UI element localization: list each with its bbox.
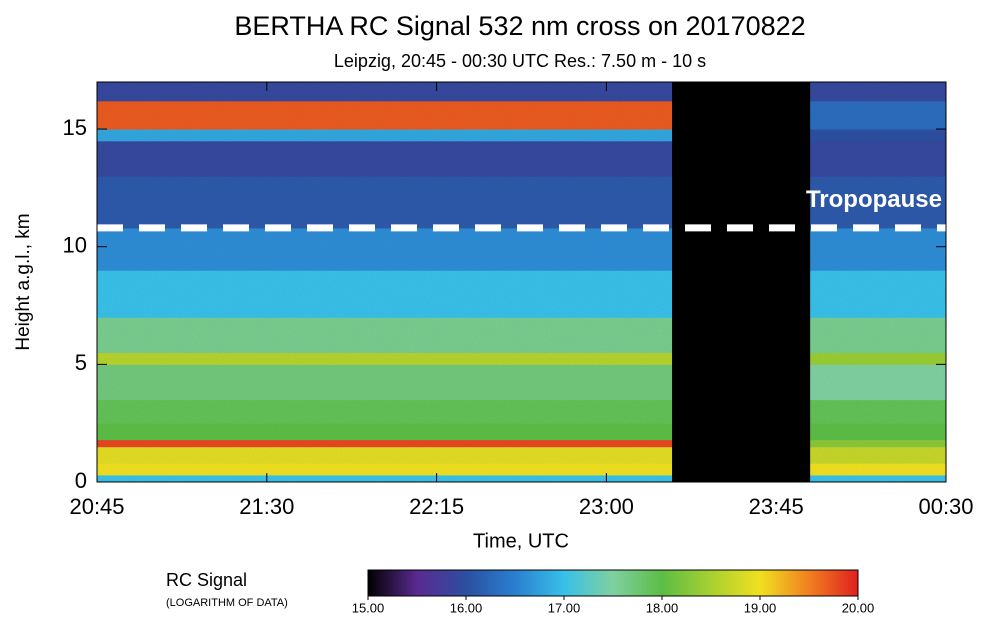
chart-subtitle: Leipzig, 20:45 - 00:30 UTC Res.: 7.50 m … — [334, 51, 706, 71]
x-tick-label: 23:00 — [579, 494, 634, 519]
colorbar-label: RC Signal — [166, 570, 247, 590]
x-tick-label: 22:15 — [409, 494, 464, 519]
colorbar-sublabel: (LOGARITHM OF DATA) — [166, 597, 288, 609]
x-tick-label: 23:45 — [749, 494, 804, 519]
x-axis-label: Time, UTC — [473, 530, 569, 552]
chart-title: BERTHA RC Signal 532 nm cross on 2017082… — [234, 11, 805, 41]
x-tick-label: 21:30 — [239, 494, 294, 519]
x-tick-label: 00:30 — [918, 494, 973, 519]
y-tick-label: 0 — [75, 468, 87, 493]
colorbar-tick-label: 18.00 — [646, 600, 679, 615]
x-tick-label: 20:45 — [69, 494, 124, 519]
plot-frame — [96, 81, 947, 483]
colorbar-tick-label: 16.00 — [450, 600, 483, 615]
y-axis-label: Height a.g.l., km — [13, 213, 34, 350]
y-tick-label: 10 — [63, 233, 87, 258]
texture — [97, 82, 946, 482]
colorbar — [367, 569, 859, 597]
colorbar-tick-label: 19.00 — [744, 600, 777, 615]
colorbar-tick-label: 17.00 — [548, 600, 581, 615]
colorbar-tick-label: 15.00 — [352, 600, 385, 615]
y-tick-label: 5 — [75, 350, 87, 375]
y-tick-label: 15 — [63, 115, 87, 140]
reference-label: Tropopause — [806, 186, 942, 213]
colorbar-tick-label: 20.00 — [842, 600, 875, 615]
